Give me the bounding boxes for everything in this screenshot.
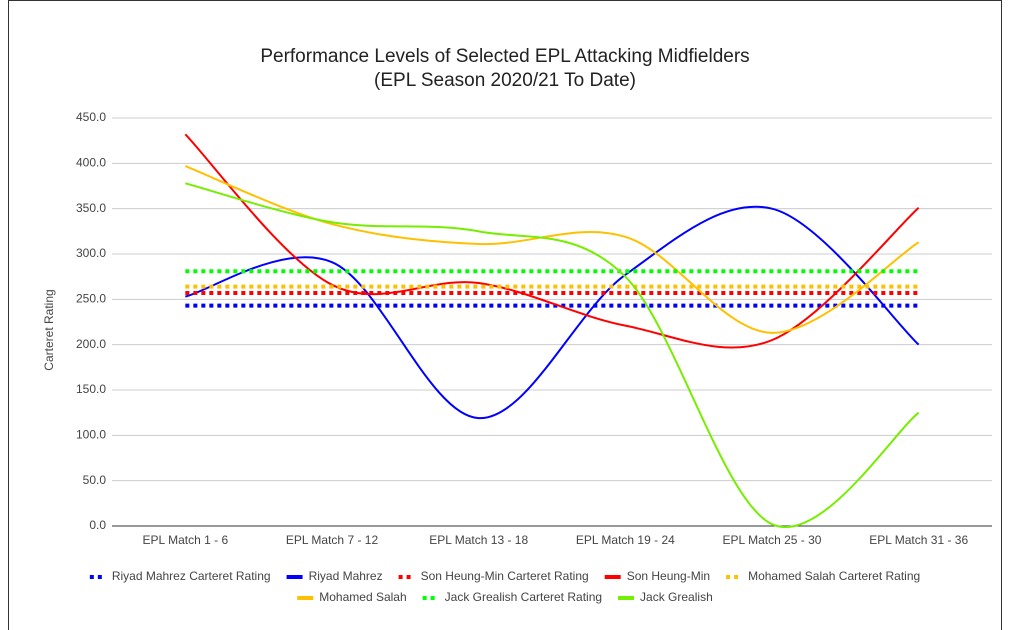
y-tick-label: 450.0 bbox=[76, 110, 106, 124]
x-tick-label: EPL Match 31 - 36 bbox=[869, 533, 968, 547]
legend-label: Riyad Mahrez bbox=[309, 569, 383, 583]
y-tick-label: 100.0 bbox=[76, 428, 106, 442]
legend-label: Son Heung-Min bbox=[627, 569, 710, 583]
y-tick-label: 350.0 bbox=[76, 201, 106, 215]
y-tick-label: 300.0 bbox=[76, 246, 106, 260]
series-line bbox=[184, 165, 920, 334]
y-tick-label: 150.0 bbox=[76, 382, 106, 396]
series-line bbox=[185, 182, 920, 528]
y-tick-label: 50.0 bbox=[83, 473, 107, 487]
y-tick-label: 400.0 bbox=[76, 156, 106, 170]
legend-label: Son Heung-Min Carteret Rating bbox=[421, 569, 589, 583]
chart-subtitle: (EPL Season 2020/21 To Date) bbox=[374, 70, 636, 91]
x-tick-label: EPL Match 25 - 30 bbox=[723, 533, 822, 547]
y-tick-label: 200.0 bbox=[76, 337, 106, 351]
legend-label: Jack Grealish bbox=[640, 590, 713, 604]
legend-label: Riyad Mahrez Carteret Rating bbox=[112, 569, 271, 583]
x-tick-label: EPL Match 7 - 12 bbox=[286, 533, 379, 547]
legend-label: Mohamed Salah bbox=[319, 590, 406, 604]
x-tick-label: EPL Match 13 - 18 bbox=[429, 533, 528, 547]
x-tick-label: EPL Match 1 - 6 bbox=[143, 533, 229, 547]
x-tick-label: EPL Match 19 - 24 bbox=[576, 533, 675, 547]
y-tick-label: 0.0 bbox=[89, 518, 106, 532]
series-line bbox=[184, 133, 920, 349]
chart-title: Performance Levels of Selected EPL Attac… bbox=[260, 46, 749, 67]
legend-label: Jack Grealish Carteret Rating bbox=[445, 590, 602, 604]
y-axis-label: Carteret Rating bbox=[42, 289, 56, 370]
series-line bbox=[185, 205, 920, 420]
legend-label: Mohamed Salah Carteret Rating bbox=[748, 569, 920, 583]
y-tick-label: 250.0 bbox=[76, 292, 106, 306]
frame bbox=[8, 0, 1002, 630]
